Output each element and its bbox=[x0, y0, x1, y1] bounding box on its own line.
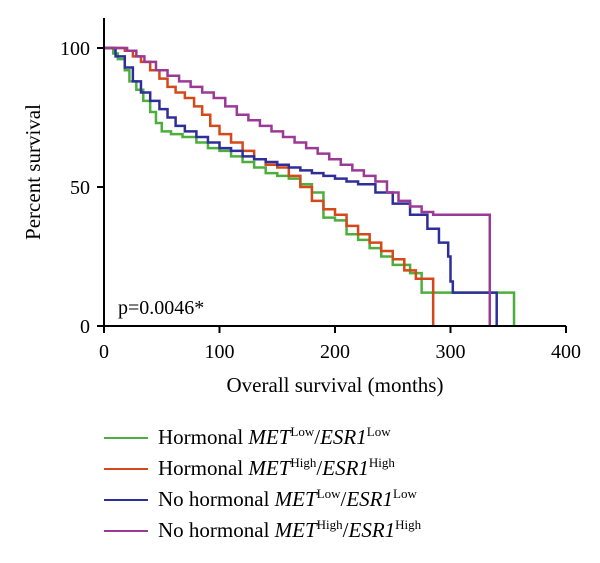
survival-curve-1 bbox=[104, 46, 516, 326]
survival-curve-3 bbox=[104, 46, 498, 326]
legend-label-gene1: MET bbox=[274, 487, 317, 511]
legend-label-prefix: No hormonal bbox=[158, 518, 275, 542]
legend-label-sup1: Low bbox=[316, 486, 341, 501]
legend-label-sep: / bbox=[316, 456, 323, 480]
legend-label-sup2: Low bbox=[393, 486, 417, 501]
legend-label-prefix: Hormonal bbox=[158, 425, 249, 449]
x-tick-label: 300 bbox=[436, 341, 466, 363]
p-value-annotation: p=0.0046* bbox=[118, 297, 204, 319]
legend-label-gene1: MET bbox=[248, 425, 291, 449]
legend-label-sep: / bbox=[314, 425, 321, 449]
legend-label-gene1: MET bbox=[248, 456, 291, 480]
legend-label: No hormonal METHigh/ESR1High bbox=[158, 517, 421, 543]
legend-label-gene2: ESR1 bbox=[320, 425, 367, 449]
legend-swatch bbox=[104, 499, 148, 501]
legend-label-sep: / bbox=[342, 518, 349, 542]
survival-chart: 0 100 200 300 400 0 50 100 Percent survival Ove… bbox=[21, 18, 581, 397]
legend-swatch bbox=[104, 468, 148, 470]
ticks: 0 100 200 300 400 0 50 100 bbox=[60, 38, 581, 363]
legend-swatch bbox=[104, 530, 148, 532]
legend-label: No hormonal METLow/ESR1Low bbox=[158, 486, 417, 512]
x-tick-label: 100 bbox=[205, 341, 235, 363]
y-axis-label: Percent survival bbox=[21, 104, 45, 240]
legend-label-prefix: Hormonal bbox=[158, 456, 249, 480]
legend-label-gene2: ESR1 bbox=[346, 487, 393, 511]
legend-swatch bbox=[104, 437, 148, 439]
legend-label: Hormonal METHigh/ESR1High bbox=[158, 455, 395, 481]
y-tick-label: 100 bbox=[60, 38, 90, 60]
legend-label-sup2: High bbox=[395, 517, 422, 532]
legend-label-sup2: High bbox=[368, 455, 395, 470]
x-tick-label: 200 bbox=[320, 341, 350, 363]
legend-label: Hormonal METLow/ESR1Low bbox=[158, 424, 391, 450]
legend-label-gene1: MET bbox=[274, 518, 317, 542]
x-axis-label: Overall survival (months) bbox=[227, 373, 444, 397]
survival-curve-4 bbox=[104, 46, 492, 326]
legend-label-sup2: Low bbox=[366, 424, 391, 439]
axes bbox=[103, 18, 566, 327]
survival-curve-2 bbox=[104, 46, 435, 326]
legend-label-sep: / bbox=[340, 487, 347, 511]
y-tick-label: 0 bbox=[80, 316, 90, 338]
legend-label-gene2: ESR1 bbox=[322, 456, 369, 480]
plot-area bbox=[104, 46, 516, 326]
legend-label-sup1: High bbox=[316, 517, 343, 532]
legend-label-prefix: No hormonal bbox=[158, 487, 275, 511]
x-tick-label: 400 bbox=[551, 341, 581, 363]
legend-label-gene2: ESR1 bbox=[348, 518, 396, 542]
legend-label-sup1: High bbox=[290, 455, 317, 470]
y-tick-label: 50 bbox=[70, 177, 90, 199]
x-tick-label: 0 bbox=[99, 341, 109, 363]
legend-label-sup1: Low bbox=[290, 424, 315, 439]
